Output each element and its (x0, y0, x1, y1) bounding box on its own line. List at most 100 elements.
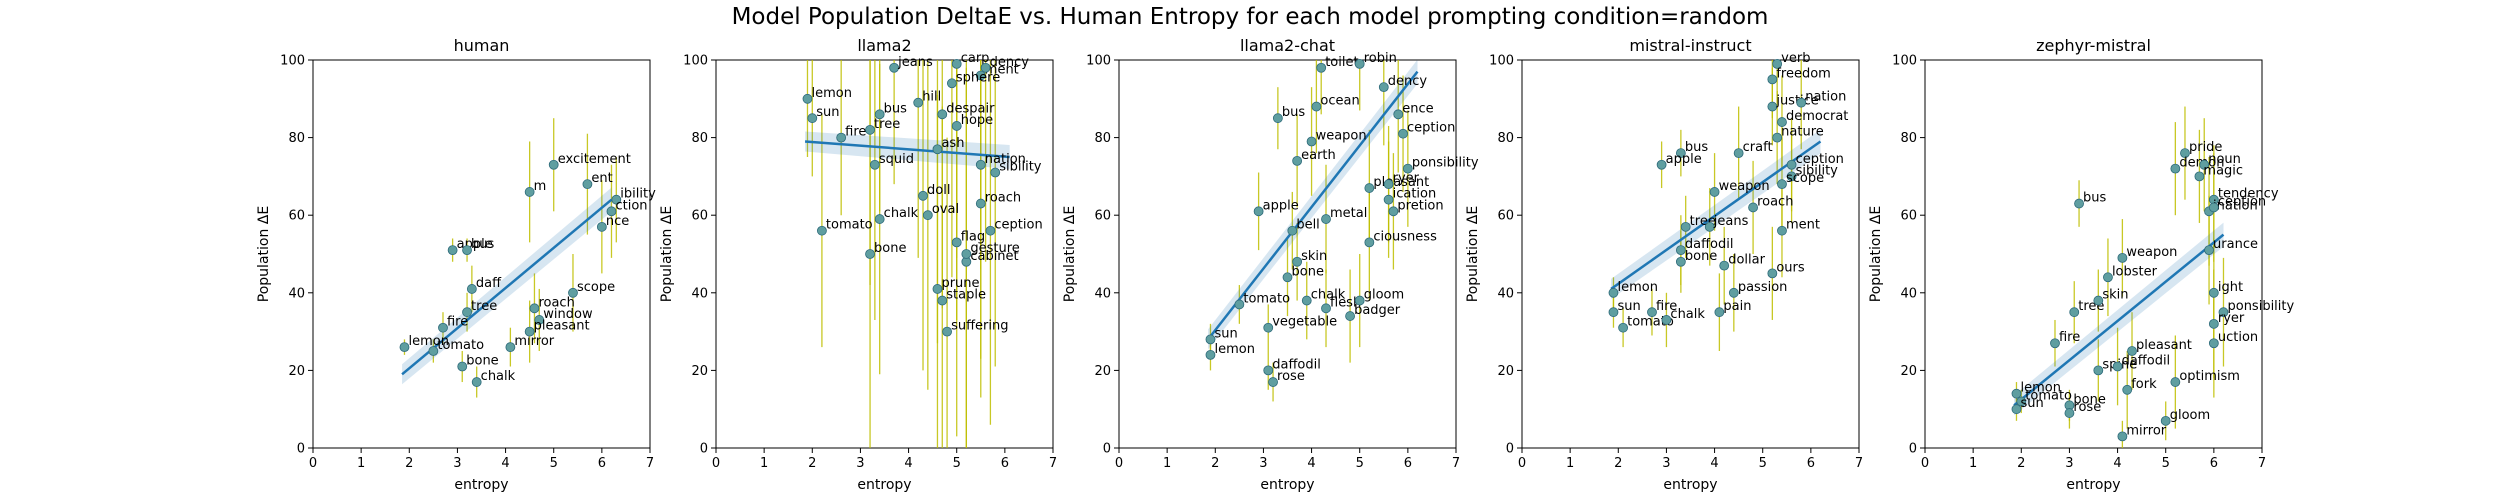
y-tick-label: 60 (288, 209, 305, 224)
y-tick-label: 20 (1497, 364, 1514, 379)
point-label: lemon (2020, 381, 2060, 396)
point-label: dency (990, 55, 1030, 70)
data-point (534, 315, 545, 325)
x-axis-label: entropy (1260, 477, 1314, 493)
y-tick-label: 80 (1497, 131, 1514, 146)
data-point (611, 194, 622, 205)
point-label: daffodil (1272, 357, 1321, 372)
data-point (1647, 307, 1657, 318)
x-tick-label: 3 (1259, 456, 1267, 471)
data-point (1709, 187, 1720, 197)
data-point (1292, 256, 1303, 267)
plot-frame (715, 59, 1054, 449)
data-point (1402, 163, 1413, 174)
data-point (1608, 307, 1619, 318)
x-tick-label: 0 (1518, 456, 1526, 471)
data-point (2194, 171, 2205, 182)
panel-title: mistral-instruct (1629, 36, 1751, 55)
regression-line (1207, 70, 1419, 341)
data-point (1608, 287, 1619, 298)
point-label: fire (1656, 299, 1677, 314)
y-tick-label: 0 (1103, 442, 1111, 457)
data-point (975, 70, 986, 81)
point-label: uction (2218, 330, 2258, 345)
point-label: sphere (956, 70, 1000, 85)
data-point (1767, 74, 1778, 85)
point-label: hill (922, 90, 941, 105)
point-label: tomato (826, 218, 873, 233)
data-point (1388, 206, 1399, 217)
y-tick-label: 80 (691, 131, 708, 146)
data-point (596, 221, 607, 232)
data-point (447, 245, 458, 256)
point-label: suffering (951, 319, 1008, 334)
point-label: bus (884, 101, 907, 116)
point-label: apple (1666, 152, 1702, 167)
point-label: bus (471, 237, 494, 252)
data-point (2074, 198, 2084, 209)
point-label: nation (1805, 90, 1846, 105)
point-label: fork (2131, 377, 2157, 392)
data-point (505, 342, 516, 353)
point-label: fire (845, 125, 866, 140)
point-label: rose (1277, 369, 1305, 384)
data-point (466, 284, 477, 294)
point-label: sibility (1796, 163, 1839, 178)
data-point (2199, 159, 2210, 170)
data-point (2208, 287, 2219, 298)
data-point (817, 225, 827, 236)
regression-line (804, 140, 1010, 159)
chart-panel: lemontomatoapplebusfirebonechalkmirrortr… (256, 36, 656, 493)
data-point (937, 109, 948, 120)
data-point (951, 58, 962, 69)
x-tick-label: 7 (646, 456, 654, 471)
data-point (1786, 159, 1797, 170)
point-label: dency (1388, 74, 1428, 89)
data-point (1354, 295, 1365, 306)
data-point (1311, 101, 1322, 112)
data-point (937, 295, 948, 306)
panel-title: llama2 (857, 36, 911, 55)
point-label: passion (1738, 280, 1788, 295)
data-point (1292, 155, 1303, 166)
data-point (582, 179, 593, 190)
x-tick-label: 0 (1921, 456, 1929, 471)
data-point (1321, 214, 1331, 224)
data-point (2093, 295, 2104, 306)
x-tick-label: 3 (1662, 456, 1670, 471)
point-label: urance (2213, 237, 2258, 252)
point-label: tendency (2218, 187, 2279, 202)
data-point (471, 377, 482, 387)
x-tick-label: 4 (2113, 456, 2121, 471)
point-label: lemon (408, 334, 448, 349)
panel-title: human (454, 36, 510, 55)
point-label: lobster (2112, 264, 2158, 279)
y-tick-label: 40 (1497, 286, 1514, 301)
data-point (606, 206, 617, 217)
data-point (975, 159, 986, 170)
data-point (1205, 349, 1216, 360)
data-point (1618, 322, 1628, 333)
x-tick-label: 1 (1566, 456, 1574, 471)
point-label: tree (874, 117, 900, 132)
x-tick-label: 0 (309, 456, 317, 471)
point-label: ence (1402, 101, 1433, 116)
point-label: ponsibility (1412, 156, 1479, 171)
x-tick-label: 6 (1807, 456, 1815, 471)
point-label: ponsibility (2227, 299, 2294, 314)
data-point (1772, 58, 1783, 69)
data-point (990, 167, 1001, 178)
data-point (1767, 268, 1778, 279)
x-tick-label: 4 (501, 456, 509, 471)
point-label: ciousness (1373, 229, 1437, 244)
plot-frame (1521, 59, 1860, 449)
data-point (1205, 334, 1216, 345)
data-point (913, 97, 924, 108)
data-point (2208, 318, 2219, 329)
data-point (1282, 272, 1293, 283)
y-tick-label: 20 (288, 364, 305, 379)
y-tick-label: 100 (1892, 54, 1917, 69)
data-point (2127, 346, 2137, 356)
x-tick-label: 3 (453, 456, 461, 471)
